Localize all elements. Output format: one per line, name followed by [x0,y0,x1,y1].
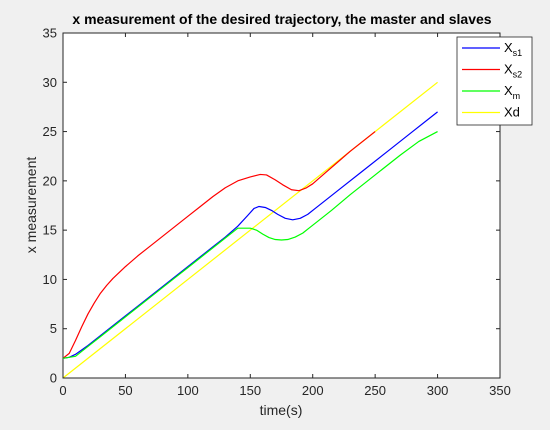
x-tick-label: 250 [364,383,386,398]
y-tick-label: 10 [43,272,57,287]
y-tick-label: 15 [43,223,57,238]
axes-layer: 0 50 100 150 200 250 300 350 0 5 10 15 20 25 30 35 [43,26,511,399]
series-line-x-s2 [62,131,376,359]
y-tick-label: 0 [50,371,57,386]
x-tick-label: 300 [427,383,449,398]
legend-label-x-m: Xm [504,83,520,101]
x-axis-label: time(s) [260,402,303,418]
x-tick-label: 50 [118,383,132,398]
legend: Xs1 Xs2 Xm Xd [456,36,533,126]
legend-label-x-s2: Xs2 [504,62,522,80]
series-line-x-m [62,131,438,359]
legend-box [456,36,533,126]
x-tick-label: 100 [177,383,199,398]
x-tick-label: 0 [59,383,66,398]
y-tick-label: 30 [43,75,57,90]
y-tick-label: 20 [43,173,57,188]
legend-label-x-s1: Xs1 [504,40,522,58]
y-tick-label: 5 [50,321,57,336]
legend-label-xd: Xd [504,105,520,120]
series-line-x-s1 [62,111,438,359]
chart-title: x measurement of the desired trajectory,… [72,11,491,27]
x-tick-label: 150 [239,383,261,398]
y-axis-label: x measurement [23,157,39,254]
x-tick-label: 350 [489,383,511,398]
x-tick-label: 200 [302,383,324,398]
y-tick-label: 35 [43,26,57,41]
series-layer [62,81,438,379]
y-tick-label: 25 [43,124,57,139]
